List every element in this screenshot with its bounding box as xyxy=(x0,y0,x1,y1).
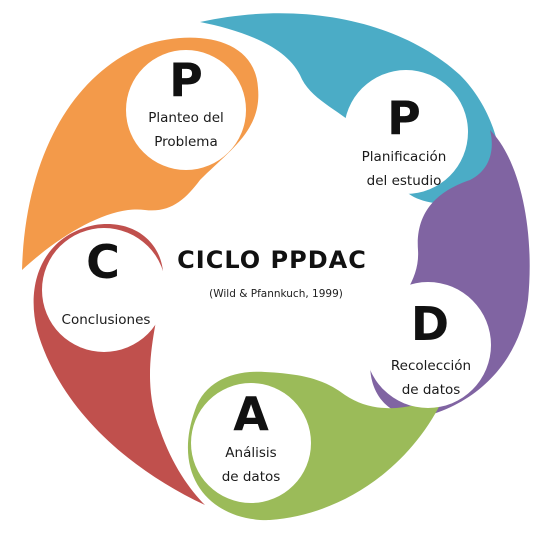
node-circle xyxy=(42,228,166,352)
stage-letter: P xyxy=(387,91,421,145)
stage-node-recoleccion: D Recolección de datos xyxy=(365,282,491,408)
node-circle xyxy=(191,383,311,503)
stage-label-line1: Recolección xyxy=(391,358,471,374)
stage-label-line1: Planificación xyxy=(362,149,447,165)
stage-label-line2: Problema xyxy=(154,134,217,150)
stage-label-line1: Planteo del xyxy=(148,110,224,126)
stage-letter: A xyxy=(233,387,269,441)
stage-label-line2: de datos xyxy=(402,382,461,398)
stage-node-analisis: A Análisis de datos xyxy=(191,383,311,503)
stage-node-planteo: P Planteo del Problema xyxy=(126,50,246,170)
diagram-title: CICLO PPDAC xyxy=(177,246,367,274)
stage-letter: P xyxy=(169,53,203,107)
stage-label-line2: de datos xyxy=(222,469,281,485)
node-circle xyxy=(365,282,491,408)
stage-label-line1: Conclusiones xyxy=(62,312,151,328)
node-circle xyxy=(126,50,246,170)
stage-letter: C xyxy=(86,235,120,289)
diagram-citation: (Wild & Pfannkuch, 1999) xyxy=(209,288,343,300)
stage-letter: D xyxy=(411,297,449,351)
stage-node-planificacion: P Planificación del estudio xyxy=(344,70,468,194)
stage-label-line2: del estudio xyxy=(367,173,442,189)
node-circle xyxy=(344,70,468,194)
stage-node-conclusiones: C Conclusiones xyxy=(42,228,166,352)
stage-label-line1: Análisis xyxy=(225,445,276,461)
